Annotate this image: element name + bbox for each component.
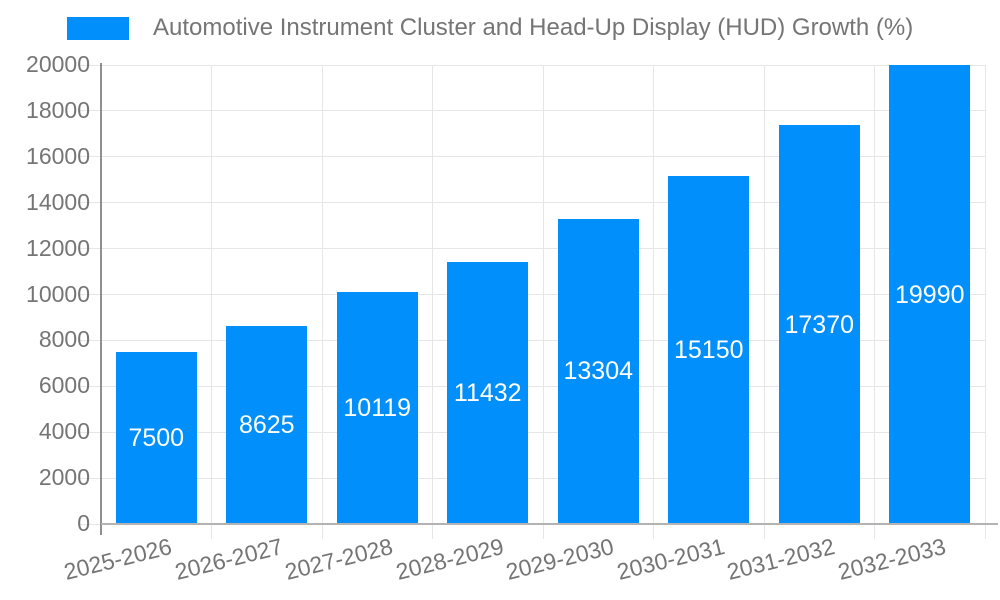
gridline-horizontal bbox=[78, 294, 985, 295]
gridline-vertical bbox=[432, 65, 433, 539]
gridline-horizontal bbox=[78, 385, 985, 387]
chart-title: Automotive Instrument Cluster and Head-U… bbox=[153, 14, 914, 41]
gridline-vertical bbox=[542, 65, 544, 539]
gridline-horizontal bbox=[78, 248, 985, 250]
gridline-horizontal bbox=[78, 202, 985, 204]
x-tick-label: 2026-2027 bbox=[172, 533, 286, 585]
bar bbox=[447, 261, 529, 524]
gridline-vertical bbox=[653, 65, 654, 539]
gridline-vertical bbox=[874, 65, 875, 539]
y-tick-label: 16000 bbox=[26, 142, 90, 169]
gridline-horizontal bbox=[78, 110, 985, 112]
bar bbox=[889, 65, 971, 524]
gridline-horizontal bbox=[78, 523, 101, 525]
gridline-horizontal bbox=[78, 431, 985, 433]
chart-legend: Automotive Instrument Cluster and Head-U… bbox=[67, 14, 913, 42]
bar-value-label: 17370 bbox=[784, 310, 855, 339]
bar bbox=[115, 351, 197, 524]
gridline-vertical bbox=[984, 65, 986, 539]
y-tick-label: 8000 bbox=[38, 326, 90, 353]
y-axis-line bbox=[100, 63, 102, 535]
y-tick-label: 20000 bbox=[26, 51, 90, 77]
y-tick-label: 18000 bbox=[26, 96, 90, 123]
y-tick-label: 12000 bbox=[26, 234, 90, 261]
bar bbox=[778, 125, 860, 524]
bar bbox=[557, 218, 639, 524]
gridline-horizontal bbox=[78, 477, 985, 479]
gridline-vertical bbox=[211, 65, 212, 539]
y-tick-label: 0 bbox=[77, 510, 90, 536]
gridline-horizontal bbox=[78, 156, 985, 158]
x-tick-label: 2028-2029 bbox=[393, 533, 507, 585]
bar-value-label: 15150 bbox=[673, 336, 744, 365]
gridline-horizontal bbox=[78, 339, 985, 341]
bar-value-label: 8625 bbox=[238, 411, 295, 440]
bar bbox=[226, 326, 308, 524]
x-tick-label: 2031-2032 bbox=[724, 533, 838, 585]
bar-value-label: 7500 bbox=[128, 423, 185, 452]
y-tick-label: 2000 bbox=[38, 464, 90, 491]
bar-value-label: 11432 bbox=[453, 378, 522, 407]
bar bbox=[336, 291, 418, 524]
bar-value-label: 10119 bbox=[343, 393, 412, 422]
bar bbox=[668, 176, 750, 524]
bar-value-label: 19990 bbox=[894, 280, 965, 309]
gridline-vertical bbox=[763, 65, 765, 539]
bar-value-label: 13304 bbox=[563, 357, 634, 386]
x-tick-label: 2032-2033 bbox=[835, 533, 949, 585]
x-tick-label: 2025-2026 bbox=[61, 533, 175, 585]
legend-swatch-icon bbox=[67, 16, 129, 40]
x-tick-label: 2030-2031 bbox=[614, 533, 728, 585]
y-tick-label: 10000 bbox=[26, 280, 90, 307]
y-tick-label: 14000 bbox=[26, 188, 90, 215]
y-tick-label: 4000 bbox=[38, 418, 90, 445]
x-axis-line bbox=[101, 523, 998, 525]
gridline-vertical bbox=[321, 65, 323, 539]
x-tick-label: 2029-2030 bbox=[503, 533, 617, 585]
gridline-horizontal bbox=[78, 64, 985, 66]
y-tick-label: 6000 bbox=[38, 372, 90, 399]
x-tick-label: 2027-2028 bbox=[282, 533, 396, 585]
